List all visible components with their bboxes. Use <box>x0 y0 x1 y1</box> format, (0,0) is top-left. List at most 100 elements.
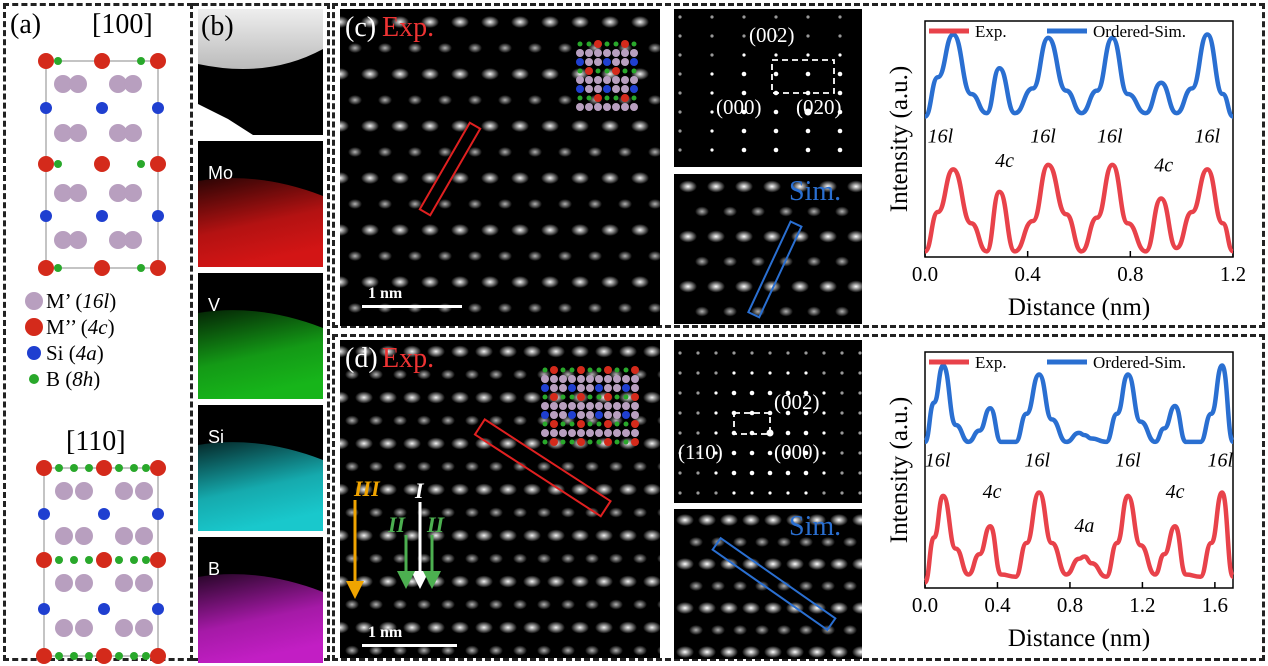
atom-column <box>643 529 660 542</box>
legend-site: 4c <box>87 314 108 339</box>
atom-column <box>441 507 455 518</box>
atom-b <box>85 652 93 660</box>
sim-atom-column <box>835 306 849 317</box>
overlay-atom <box>541 429 549 437</box>
sim-image-c: Sim. <box>674 174 862 324</box>
atom-m2 <box>96 648 112 664</box>
overlay-atom <box>604 366 612 374</box>
diffraction-spot <box>840 371 844 375</box>
atom-m2 <box>150 260 166 276</box>
atom-m1 <box>109 124 127 142</box>
sim-atom-column <box>835 256 849 267</box>
scale-bar-c: 1 nm <box>368 285 403 302</box>
fft-highlight-box <box>733 412 771 435</box>
diffraction-spot <box>732 491 736 495</box>
diffraction-spot <box>822 491 826 495</box>
overlay-atom <box>594 40 602 48</box>
overlay-atom <box>604 429 612 437</box>
sim-atom-column <box>676 558 694 570</box>
atom-column <box>451 529 469 542</box>
overlay-atom <box>596 439 602 445</box>
atom-m2 <box>36 552 52 568</box>
legend-label: Exp. <box>975 353 1007 372</box>
atom-column <box>451 621 469 634</box>
overlay-atom <box>613 375 621 383</box>
atom-column <box>537 599 551 610</box>
atom-column <box>451 120 469 132</box>
atom-column <box>348 147 362 157</box>
overlay-atom <box>542 421 548 427</box>
atom-column <box>391 172 409 184</box>
atom-m2 <box>94 53 110 69</box>
diffraction-spot <box>742 53 746 57</box>
atom-column <box>571 172 589 184</box>
atom-b <box>142 464 150 472</box>
atom-si <box>152 102 164 114</box>
overlay-atom <box>577 375 585 383</box>
scale-bar-d: 1 nm <box>368 624 403 641</box>
diffraction-spot <box>710 53 714 57</box>
atom-b <box>137 57 145 65</box>
legend-label: Ordered-Sim. <box>1093 353 1186 372</box>
atom-column <box>523 483 541 496</box>
diffraction-spot <box>678 34 682 38</box>
legend-dot <box>29 374 39 384</box>
overlay-atom <box>560 421 566 427</box>
overlay-atom <box>577 393 585 401</box>
fft-label-020: (020) <box>796 95 842 119</box>
overlay-atom <box>586 402 594 410</box>
atom-column <box>393 553 407 564</box>
atom-column <box>499 437 517 450</box>
atom-column <box>465 415 479 426</box>
overlay-atom <box>541 375 549 383</box>
atom-column <box>643 345 660 358</box>
atom-column <box>631 120 649 132</box>
haadf-image: (b) 500 nm <box>198 9 323 135</box>
atom-legend: M’ (16l) M’’ (4c) Si (4a) B (8h) <box>24 288 116 392</box>
diffraction-spot <box>822 451 826 455</box>
diffraction-spot <box>741 90 747 96</box>
atom-column <box>618 147 632 157</box>
atom-column <box>585 507 599 518</box>
overlay-atom <box>631 420 639 428</box>
atom-column <box>571 345 589 358</box>
eds-map-mo: Mo <box>198 141 323 267</box>
overlay-atom <box>604 438 612 446</box>
diffraction-spot <box>678 15 682 19</box>
overlay-atom <box>569 394 575 400</box>
diffraction-spot <box>749 410 755 416</box>
diffraction-spot <box>710 72 714 76</box>
peak-annotation: 16l <box>1097 125 1123 147</box>
atom-column <box>355 437 373 450</box>
sim-atom-column <box>847 180 862 193</box>
overlay-atom <box>603 49 611 57</box>
overlay-atom <box>613 429 621 437</box>
atom-column <box>481 16 499 28</box>
diffraction-spot <box>837 90 843 96</box>
diffraction-spot <box>678 72 682 76</box>
atom-column <box>417 461 431 472</box>
sim-atom-column <box>819 280 837 293</box>
overlay-atom <box>586 384 594 392</box>
sim-atom-column <box>852 646 862 658</box>
overlay-atom <box>604 384 612 392</box>
overlay-atom <box>613 41 619 47</box>
sim-atom-column <box>676 602 694 614</box>
atom-column <box>648 147 660 157</box>
atom-column <box>451 575 469 588</box>
overlay-atom <box>596 367 602 373</box>
panel-c-label: (c) <box>345 12 377 43</box>
overlay-atom <box>595 384 603 392</box>
overlay-atom <box>586 95 592 101</box>
atom-m2 <box>36 648 52 664</box>
y-axis-label: Intensity (a.u.) <box>886 66 913 212</box>
panel-d-label: (d) <box>345 343 378 374</box>
atom-m2 <box>96 552 112 568</box>
scale-bar-500nm: 500 nm <box>244 94 314 119</box>
overlay-atom <box>630 58 638 66</box>
diffraction-spot <box>858 451 862 455</box>
diffraction-spot <box>785 450 791 456</box>
sim-image-d: Sim. <box>674 509 862 659</box>
diffraction-spot <box>803 410 809 416</box>
sim-atom-column <box>821 581 835 591</box>
